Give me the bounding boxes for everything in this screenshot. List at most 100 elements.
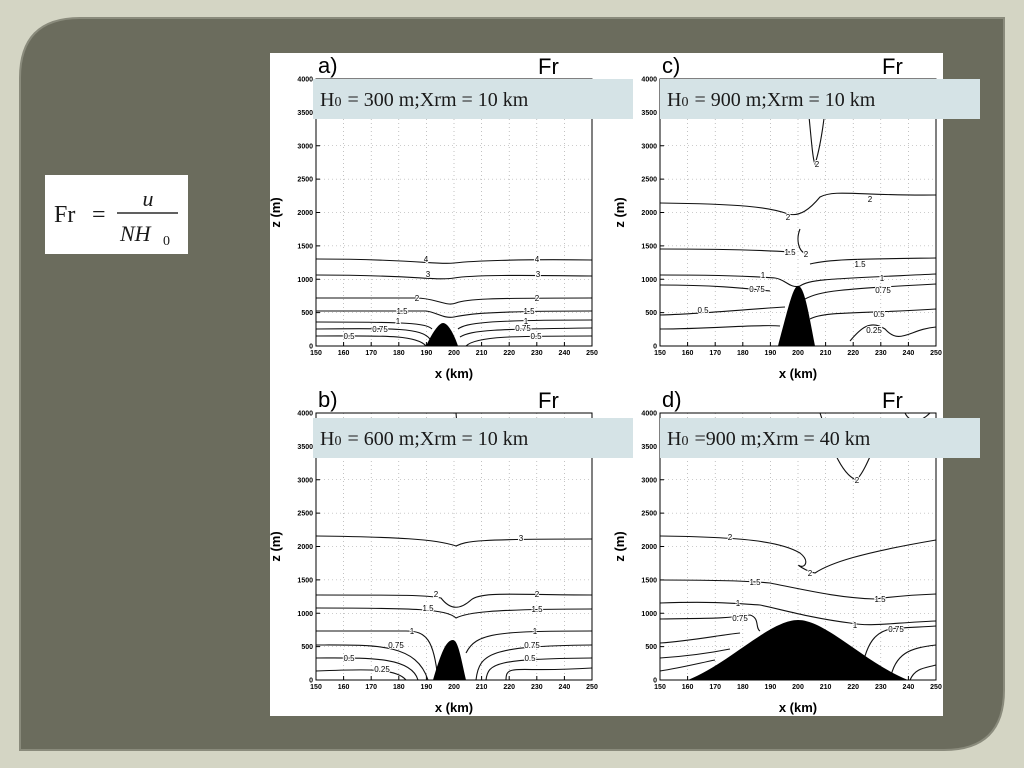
- x-tick-label: 220: [847, 350, 859, 357]
- contour-label: 0.5: [524, 654, 536, 663]
- caption-sub: 0: [681, 434, 688, 449]
- contour-label: 4: [424, 255, 429, 264]
- contour-line: [315, 644, 593, 681]
- x-tick-label: 210: [820, 350, 832, 357]
- contour-label: 2: [786, 213, 791, 222]
- x-tick-label: 240: [903, 684, 915, 691]
- x-tick-label: 250: [930, 350, 942, 357]
- contour-line: [316, 310, 593, 318]
- caption-symbol: H: [667, 428, 681, 450]
- caption-symbol: H: [320, 89, 334, 111]
- panel-variable: Fr: [882, 388, 903, 413]
- caption-rest: = 900 m;Xrm = 10 km: [694, 89, 875, 111]
- x-axis-label: x (km): [435, 700, 473, 715]
- y-tick-label: 500: [301, 644, 313, 651]
- contour-line: [315, 657, 593, 681]
- x-tick-label: 190: [421, 684, 433, 691]
- caption-sub: 0: [681, 95, 688, 110]
- contour-line: [909, 664, 937, 681]
- x-tick-label: 200: [448, 684, 460, 691]
- contour-line: [659, 659, 716, 672]
- x-tick-label: 230: [531, 350, 543, 357]
- x-tick-label: 220: [503, 684, 515, 691]
- y-tick-label: 1000: [297, 611, 313, 618]
- panel: 150 160 170 180 190 200 210 220 230 240 2500500100…: [612, 387, 942, 715]
- x-tick-label: 150: [310, 684, 322, 691]
- y-tick-label: 2500: [297, 177, 313, 184]
- contour-label: 0.25: [374, 665, 390, 674]
- y-tick-label: 500: [301, 310, 313, 317]
- y-tick-label: 3000: [641, 477, 657, 484]
- x-tick-label: 240: [559, 684, 571, 691]
- contour-line: [315, 274, 593, 280]
- contour-line: [659, 283, 937, 300]
- y-tick-label: 0: [309, 344, 313, 351]
- caption-sub: 0: [334, 434, 341, 449]
- contour-label: 2: [868, 195, 873, 204]
- caption-symbol: H: [667, 89, 681, 111]
- panel-letter: b): [318, 387, 338, 412]
- contour-label: 0.75: [888, 625, 904, 634]
- y-tick-label: 0: [653, 678, 657, 685]
- contour-label: 1.5: [854, 260, 866, 269]
- x-tick-label: 220: [847, 684, 859, 691]
- contour-label: 0.5: [343, 332, 355, 341]
- x-tick-label: 150: [654, 684, 666, 691]
- x-tick-label: 150: [310, 350, 322, 357]
- contour-label: 1.5: [749, 578, 761, 587]
- caption-text: H0 = 300 m;Xrm = 10 km: [320, 89, 529, 111]
- contour-line: [659, 324, 937, 342]
- contour-line: [659, 648, 731, 659]
- x-tick-label: 200: [792, 350, 804, 357]
- y-tick-label: 3500: [297, 110, 313, 117]
- y-tick-label: 3500: [641, 444, 657, 451]
- y-tick-label: 1500: [297, 243, 313, 250]
- contour-line: [315, 593, 593, 608]
- x-tick-label: 190: [765, 684, 777, 691]
- contour-label: 1.5: [531, 605, 543, 614]
- contour-line: [659, 614, 937, 681]
- panel-letter: c): [662, 53, 680, 78]
- contour-line: [659, 579, 937, 600]
- y-tick-label: 3000: [641, 143, 657, 150]
- x-tick-label: 160: [682, 350, 694, 357]
- contour-label: 1.5: [396, 307, 408, 316]
- y-axis-label: z (m): [612, 197, 627, 227]
- y-tick-label: 4000: [297, 77, 313, 84]
- y-tick-label: 1000: [641, 611, 657, 618]
- contour-label: 1: [410, 627, 415, 636]
- contour-line: [316, 630, 593, 681]
- x-tick-label: 240: [559, 350, 571, 357]
- y-axis-label: z (m): [612, 531, 627, 561]
- y-tick-label: 2000: [297, 544, 313, 551]
- contour-label: 0.75: [732, 614, 748, 623]
- contour-label: 0.25: [866, 326, 882, 335]
- contour-label: 1: [533, 627, 538, 636]
- x-tick-label: 160: [338, 684, 350, 691]
- contour-label: 3: [536, 270, 541, 279]
- y-tick-label: 4000: [641, 411, 657, 418]
- y-tick-label: 2500: [641, 177, 657, 184]
- figure-background: [270, 53, 943, 716]
- contour-label: 0.5: [697, 306, 709, 315]
- y-tick-label: 3000: [297, 143, 313, 150]
- y-tick-label: 1500: [641, 577, 657, 584]
- caption-rest: = 600 m;Xrm = 10 km: [347, 428, 528, 450]
- caption-text: H0 = 900 m;Xrm = 10 km: [667, 89, 876, 111]
- x-tick-label: 200: [448, 350, 460, 357]
- contour-label: 0.5: [343, 654, 355, 663]
- x-tick-label: 230: [875, 684, 887, 691]
- contour-label: 2: [728, 533, 733, 542]
- caption: H0 =900 m;Xrm = 40 km: [660, 418, 980, 458]
- mountain: [778, 286, 815, 346]
- contour-line: [809, 257, 937, 265]
- x-tick-label: 220: [503, 350, 515, 357]
- contour-label: 2: [535, 590, 540, 599]
- x-tick-label: 250: [586, 684, 598, 691]
- panel-variable: Fr: [882, 54, 903, 79]
- contour-line: [315, 667, 593, 681]
- x-tick-label: 180: [393, 684, 405, 691]
- x-tick-label: 170: [365, 684, 377, 691]
- caption: H0 = 600 m;Xrm = 10 km: [313, 418, 633, 458]
- contour-label: 1: [736, 599, 741, 608]
